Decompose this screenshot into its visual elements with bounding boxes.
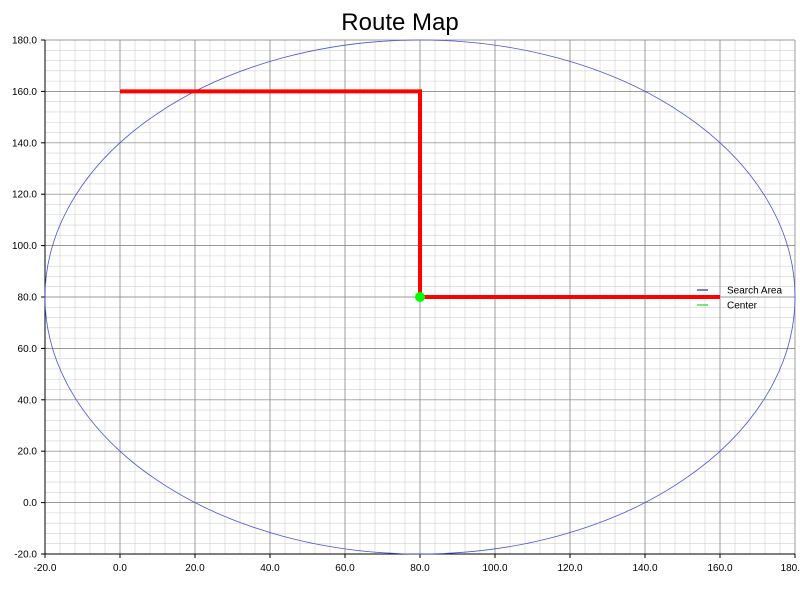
search-area-ellipse xyxy=(44,39,796,555)
x-axis-ticks: -20.0 0.0 20.0 40.0 60.0 80.0 100.0 120.0 140.0 1… xyxy=(34,554,800,574)
y-tick-label: 0.0 xyxy=(23,498,37,509)
y-tick-label: -20.0 xyxy=(14,550,37,561)
x-tick-label: 0.0 xyxy=(113,563,127,574)
y-tick-label: 60.0 xyxy=(18,344,38,355)
x-tick-label: 140.0 xyxy=(632,563,657,574)
legend: Search Area Center xyxy=(697,286,782,312)
x-tick-label: -20.0 xyxy=(34,563,57,574)
x-tick-label: 20.0 xyxy=(185,563,205,574)
x-tick-label: 80.0 xyxy=(410,563,430,574)
y-tick-label: 100.0 xyxy=(12,241,37,252)
x-tick-label: 180. xyxy=(781,563,800,574)
x-tick-label: 60.0 xyxy=(335,563,355,574)
x-tick-label: 40.0 xyxy=(260,563,280,574)
y-tick-label: 120.0 xyxy=(12,190,37,201)
legend-center-label: Center xyxy=(727,301,758,312)
x-tick-label: 120.0 xyxy=(557,563,582,574)
legend-search-area-label: Search Area xyxy=(727,286,782,297)
y-axis-ticks: -20.0 0.0 20.0 40.0 60.0 80.0 100.0 120.0 140.0 1… xyxy=(12,36,45,561)
y-tick-label: 80.0 xyxy=(18,293,38,304)
route-line xyxy=(120,89,720,299)
series-layer xyxy=(44,39,796,555)
x-tick-label: 100.0 xyxy=(482,563,507,574)
chart-title: Route Map xyxy=(341,9,458,36)
y-tick-label: 160.0 xyxy=(12,87,37,98)
y-tick-label: 20.0 xyxy=(18,447,38,458)
y-tick-label: 140.0 xyxy=(12,138,37,149)
x-tick-label: 160.0 xyxy=(707,563,732,574)
center-point xyxy=(415,292,425,302)
y-tick-label: 40.0 xyxy=(18,395,38,406)
y-tick-label: 180.0 xyxy=(12,36,37,47)
